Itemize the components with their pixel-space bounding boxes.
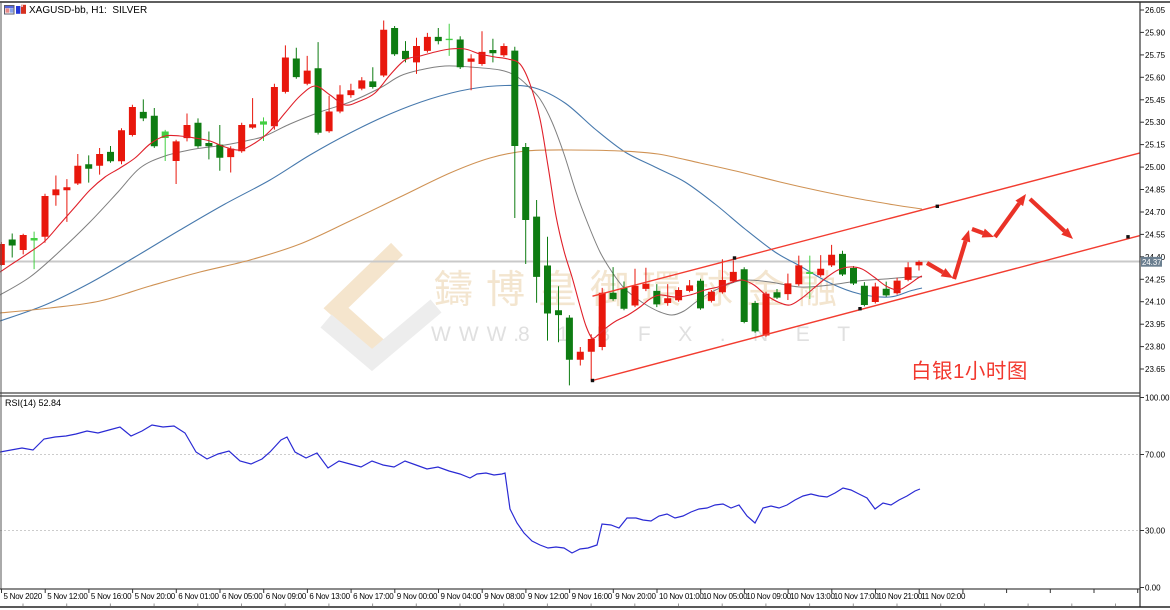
svg-text:70.00: 70.00 [1145,451,1166,460]
svg-text:10 Nov 09:00: 10 Nov 09:00 [746,592,791,601]
svg-text:24.25: 24.25 [1145,275,1166,284]
svg-text:9 Nov 20:00: 9 Nov 20:00 [615,592,656,601]
svg-text:24.85: 24.85 [1145,186,1166,195]
svg-text:24.70: 24.70 [1145,208,1166,217]
svg-text:100.00: 100.00 [1145,394,1170,403]
svg-text:25.90: 25.90 [1145,28,1166,37]
svg-text:9 Nov 08:00: 9 Nov 08:00 [484,592,525,601]
svg-text:24.55: 24.55 [1145,230,1166,239]
svg-text:30.00: 30.00 [1145,527,1166,536]
svg-text:XAGUSD-bb, H1: SILVER: XAGUSD-bb, H1: SILVER [29,5,147,16]
svg-text:6 Nov 13:00: 6 Nov 13:00 [309,592,350,601]
svg-text:6 Nov 05:00: 6 Nov 05:00 [222,592,263,601]
svg-text:10 Nov 13:00: 10 Nov 13:00 [790,592,835,601]
svg-text:25.60: 25.60 [1145,73,1166,82]
svg-text:5 Nov 12:00: 5 Nov 12:00 [47,592,88,601]
svg-text:10 Nov 17:00: 10 Nov 17:00 [834,592,879,601]
svg-text:6 Nov 17:00: 6 Nov 17:00 [353,592,394,601]
svg-text:23.80: 23.80 [1145,343,1166,352]
svg-text:25.45: 25.45 [1145,96,1166,105]
svg-text:26.05: 26.05 [1145,6,1166,15]
svg-text:11 Nov 02:00: 11 Nov 02:00 [921,592,966,601]
svg-text:25.30: 25.30 [1145,118,1166,127]
svg-text:5 Nov 16:00: 5 Nov 16:00 [91,592,132,601]
svg-text:10 Nov 21:00: 10 Nov 21:00 [878,592,923,601]
svg-text:9 Nov 04:00: 9 Nov 04:00 [441,592,482,601]
svg-text:9 Nov 12:00: 9 Nov 12:00 [528,592,569,601]
svg-text:25.15: 25.15 [1145,141,1166,150]
svg-text:6 Nov 01:00: 6 Nov 01:00 [178,592,219,601]
svg-text:9 Nov 00:00: 9 Nov 00:00 [397,592,438,601]
svg-text:25.75: 25.75 [1145,51,1166,60]
svg-text:5 Nov 2020: 5 Nov 2020 [4,592,43,601]
svg-text:10 Nov 01:00: 10 Nov 01:00 [659,592,704,601]
svg-text:0.00: 0.00 [1145,584,1161,593]
svg-text:24.37: 24.37 [1142,258,1162,267]
svg-text:白银1小时图: 白银1小时图 [911,360,1028,383]
svg-text:WWW.: WWW. [431,323,527,346]
svg-text:9 Nov 16:00: 9 Nov 16:00 [572,592,613,601]
svg-text:23.65: 23.65 [1145,365,1166,374]
svg-text:5 Nov 20:00: 5 Nov 20:00 [135,592,176,601]
svg-text:23.95: 23.95 [1145,320,1166,329]
svg-text:RSI(14) 52.84: RSI(14) 52.84 [5,398,61,408]
svg-text:24.10: 24.10 [1145,298,1166,307]
svg-text:6 Nov 09:00: 6 Nov 09:00 [266,592,307,601]
svg-text:25.00: 25.00 [1145,163,1166,172]
svg-text:10 Nov 05:00: 10 Nov 05:00 [703,592,748,601]
